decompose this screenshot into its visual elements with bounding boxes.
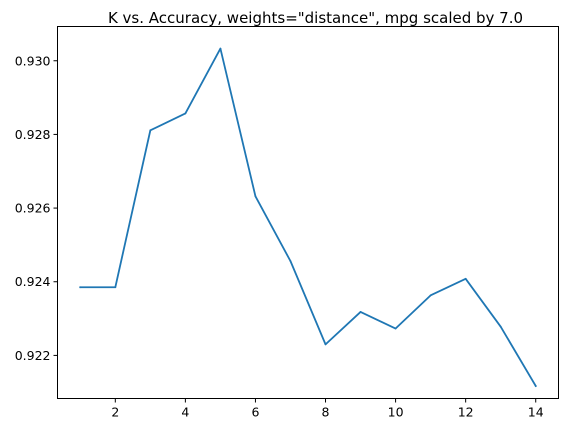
data-point [149, 129, 152, 132]
data-point [254, 195, 257, 198]
data-point [114, 286, 117, 289]
data-point [429, 294, 432, 297]
data-point [464, 277, 467, 280]
y-tick-label: 0.924 [15, 274, 51, 289]
chart-title: K vs. Accuracy, weights="distance", mpg … [108, 9, 523, 27]
x-tick-label: 8 [322, 405, 330, 420]
data-point [324, 343, 327, 346]
x-tick-label: 14 [528, 405, 544, 420]
y-tick-label: 0.930 [15, 53, 51, 68]
data-point [499, 325, 502, 328]
y-tick-label: 0.926 [15, 201, 51, 216]
plot-area-frame [57, 26, 559, 399]
y-tick-label: 0.922 [15, 348, 51, 363]
data-point [359, 311, 362, 313]
series-layer [79, 47, 537, 388]
data-point [394, 327, 397, 330]
data-point [79, 286, 82, 289]
data-point [289, 260, 292, 263]
y-axis: 0.922 0.924 0.926 0.928 0.930 [15, 53, 58, 363]
x-tick-label: 6 [251, 405, 259, 420]
x-tick-label: 12 [458, 405, 474, 420]
x-tick-label: 2 [111, 405, 119, 420]
x-axis: 2 4 6 8 10 12 14 [111, 398, 544, 420]
series-line [79, 47, 537, 388]
data-point [184, 112, 187, 115]
x-tick-label: 10 [388, 405, 404, 420]
x-tick-label: 4 [181, 405, 189, 420]
data-point [219, 47, 222, 50]
y-tick-label: 0.928 [15, 127, 51, 142]
data-point [534, 385, 537, 387]
